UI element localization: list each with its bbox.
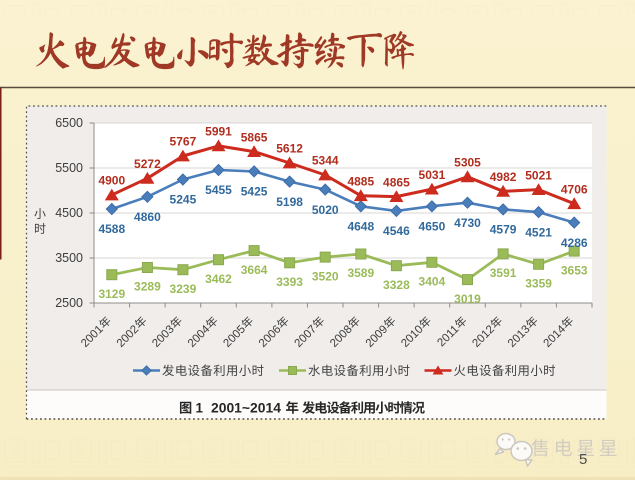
svg-text:5020: 5020 [312,203,339,217]
svg-text:4579: 4579 [490,223,517,237]
svg-text:5021: 5021 [525,168,552,182]
svg-text:2500: 2500 [55,296,83,310]
svg-text:5344: 5344 [312,154,339,168]
svg-text:3393: 3393 [276,275,303,289]
svg-text:3664: 3664 [241,263,268,277]
svg-text:4648: 4648 [347,220,374,234]
svg-text:5865: 5865 [241,130,268,144]
svg-text:1: 1 [196,401,204,416]
svg-text:3462: 3462 [205,272,232,286]
svg-text:4650: 4650 [419,219,446,233]
svg-text:5500: 5500 [55,161,83,175]
svg-text:3328: 3328 [383,278,410,292]
svg-text:3359: 3359 [525,277,552,291]
svg-text:3653: 3653 [561,263,588,277]
svg-text:5031: 5031 [419,168,446,182]
svg-text:5612: 5612 [276,142,303,156]
svg-text:4900: 4900 [98,174,125,188]
svg-text:3019: 3019 [454,292,481,306]
svg-text:5425: 5425 [241,185,268,199]
svg-text:4865: 4865 [383,175,410,189]
svg-text:4500: 4500 [55,206,83,220]
svg-text:5305: 5305 [454,156,481,170]
svg-text:3500: 3500 [55,251,83,265]
svg-text:5198: 5198 [276,195,303,209]
svg-text:4982: 4982 [490,170,517,184]
svg-text:4588: 4588 [98,222,125,236]
svg-text:3129: 3129 [98,287,125,301]
svg-text:2001~2014: 2001~2014 [211,400,281,416]
svg-text:4286: 4286 [561,236,588,250]
svg-text:3289: 3289 [134,280,161,294]
svg-text:3591: 3591 [490,266,517,280]
svg-text:3239: 3239 [170,282,197,296]
svg-text:4706: 4706 [561,182,588,196]
svg-text:5991: 5991 [205,125,232,139]
svg-text:3589: 3589 [347,266,374,280]
svg-text:4860: 4860 [134,210,161,224]
svg-text:6500: 6500 [55,116,83,130]
svg-text:5245: 5245 [170,193,197,207]
svg-text:3404: 3404 [419,275,446,289]
svg-text:4521: 4521 [525,225,552,239]
svg-text:4730: 4730 [454,216,481,230]
svg-text:4546: 4546 [383,224,410,238]
svg-text:4885: 4885 [347,174,374,188]
svg-text:5: 5 [579,451,587,468]
svg-text:5767: 5767 [170,135,197,149]
svg-text:3520: 3520 [312,269,339,283]
svg-text:5272: 5272 [134,157,161,171]
svg-text:5455: 5455 [205,183,232,197]
